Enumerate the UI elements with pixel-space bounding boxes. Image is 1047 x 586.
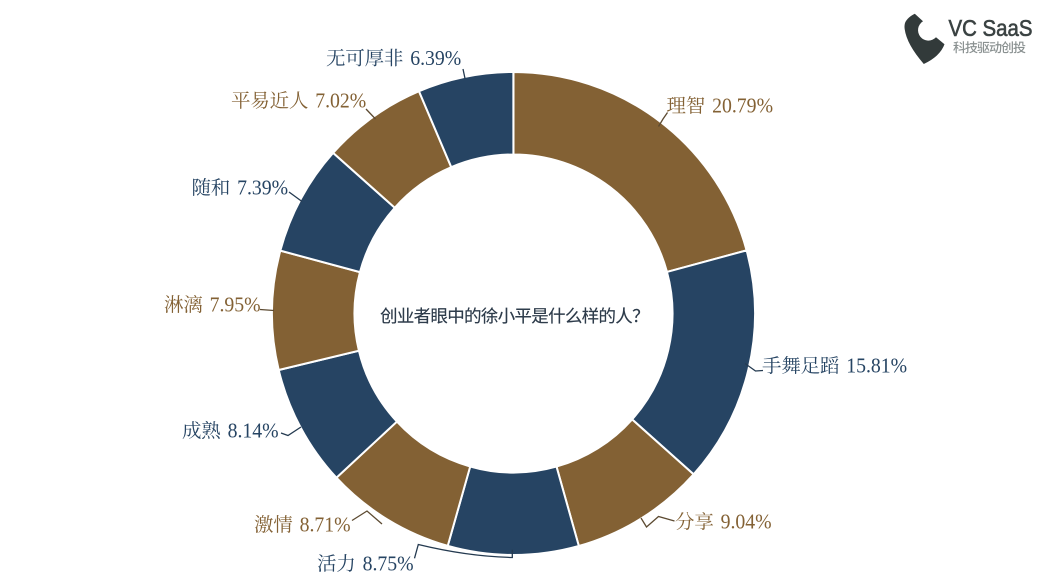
svg-text:9.04%: 9.04% — [721, 511, 772, 534]
svg-text:7.95%: 7.95% — [210, 294, 261, 317]
svg-text:20.79%: 20.79% — [712, 95, 773, 118]
svg-text:VC SaaS: VC SaaS — [949, 15, 1033, 42]
svg-text:8.14%: 8.14% — [228, 420, 279, 443]
svg-text:7.02%: 7.02% — [315, 90, 366, 113]
svg-text:7.39%: 7.39% — [237, 177, 288, 200]
svg-text:15.81%: 15.81% — [846, 355, 907, 378]
svg-text:8.75%: 8.75% — [363, 553, 414, 576]
svg-text:6.39%: 6.39% — [410, 47, 461, 70]
svg-text:8.71%: 8.71% — [300, 514, 351, 537]
